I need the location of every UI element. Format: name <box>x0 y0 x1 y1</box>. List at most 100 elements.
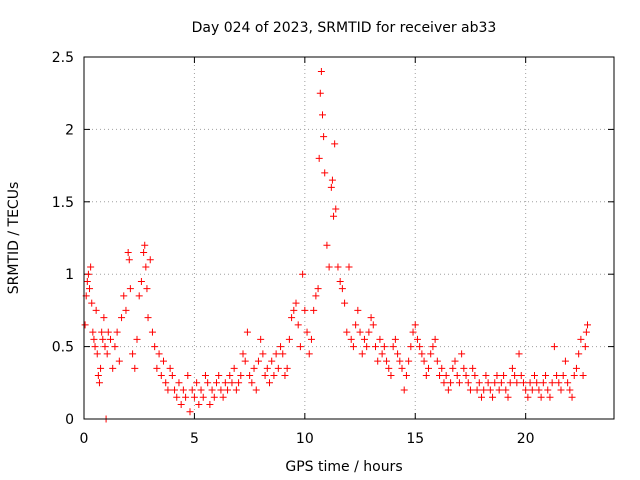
data-point <box>307 335 315 343</box>
data-point <box>210 393 218 401</box>
data-point <box>367 314 375 322</box>
data-point <box>252 386 260 394</box>
data-point <box>239 350 247 358</box>
data-point <box>358 350 366 358</box>
data-point <box>380 343 388 351</box>
data-point <box>84 270 92 278</box>
data-point <box>422 372 430 380</box>
data-point <box>204 379 212 387</box>
data-point <box>91 343 99 351</box>
data-point <box>279 350 287 358</box>
data-point <box>489 393 497 401</box>
data-point <box>349 343 357 351</box>
data-point <box>391 335 399 343</box>
data-point <box>257 335 265 343</box>
data-point <box>157 372 165 380</box>
data-point <box>447 379 455 387</box>
data-point <box>129 350 137 358</box>
data-point <box>232 386 240 394</box>
data-point <box>394 350 402 358</box>
data-point <box>511 372 519 380</box>
data-point <box>570 372 578 380</box>
data-point <box>103 350 111 358</box>
data-point <box>261 372 269 380</box>
data-point <box>173 393 181 401</box>
text-layer: Day 024 of 2023, SRMTID for receiver ab3… <box>6 20 535 475</box>
data-point <box>160 357 167 365</box>
data-point <box>372 343 379 351</box>
data-point <box>268 357 276 365</box>
data-point <box>469 364 477 372</box>
data-point <box>497 379 505 387</box>
data-point <box>254 357 262 365</box>
data-point <box>360 335 368 343</box>
data-point <box>146 256 154 264</box>
data-point <box>259 350 267 358</box>
data-point <box>272 350 280 358</box>
data-point <box>299 270 307 278</box>
data-point <box>486 386 494 394</box>
data-point <box>500 372 508 380</box>
data-point <box>504 393 512 401</box>
data-point <box>168 372 176 380</box>
data-point <box>122 306 130 314</box>
data-point <box>555 379 563 387</box>
data-point <box>341 299 349 307</box>
data-point <box>104 328 112 336</box>
data-point <box>109 364 117 372</box>
data-point <box>334 263 342 271</box>
data-point <box>407 343 415 351</box>
data-point <box>166 364 174 372</box>
data-point <box>387 372 395 380</box>
data-point <box>553 372 561 380</box>
data-point <box>90 335 98 343</box>
data-point <box>95 379 103 387</box>
data-point <box>137 277 145 285</box>
data-point <box>177 401 185 409</box>
tick-layer <box>83 56 614 420</box>
data-point <box>89 328 97 336</box>
data-point <box>548 379 556 387</box>
data-point <box>389 343 397 351</box>
data-point <box>142 263 150 271</box>
data-point <box>354 306 362 314</box>
x-axis-label: GPS time / hours <box>285 459 402 475</box>
data-point <box>226 372 234 380</box>
data-point <box>376 335 384 343</box>
data-point <box>365 328 373 336</box>
data-point <box>316 89 324 97</box>
data-point <box>164 386 172 394</box>
data-point <box>385 364 393 372</box>
data-point <box>101 343 109 351</box>
data-point <box>115 357 123 365</box>
data-point <box>83 277 91 285</box>
data-point <box>87 263 95 271</box>
data-point <box>495 386 503 394</box>
data-point <box>111 343 119 351</box>
data-point <box>513 379 521 387</box>
data-point <box>568 393 576 401</box>
data-point <box>429 343 437 351</box>
data-point <box>431 335 439 343</box>
data-point <box>153 364 161 372</box>
data-point <box>400 386 408 394</box>
x-tick-label: 20 <box>517 431 535 447</box>
data-point <box>453 372 461 380</box>
data-point <box>281 372 289 380</box>
data-point <box>480 386 488 394</box>
data-point <box>219 393 227 401</box>
data-point <box>86 285 94 293</box>
y-tick-label: 2.5 <box>52 50 74 66</box>
data-point <box>93 350 101 358</box>
data-point <box>409 328 417 336</box>
data-point <box>478 393 485 401</box>
data-point <box>352 321 360 329</box>
x-tick-label: 10 <box>296 431 314 447</box>
data-point <box>140 248 148 256</box>
data-point <box>427 350 435 358</box>
y-tick-label: 2 <box>65 122 74 138</box>
data-point <box>330 212 338 220</box>
data-point <box>537 393 545 401</box>
data-point <box>188 386 196 394</box>
